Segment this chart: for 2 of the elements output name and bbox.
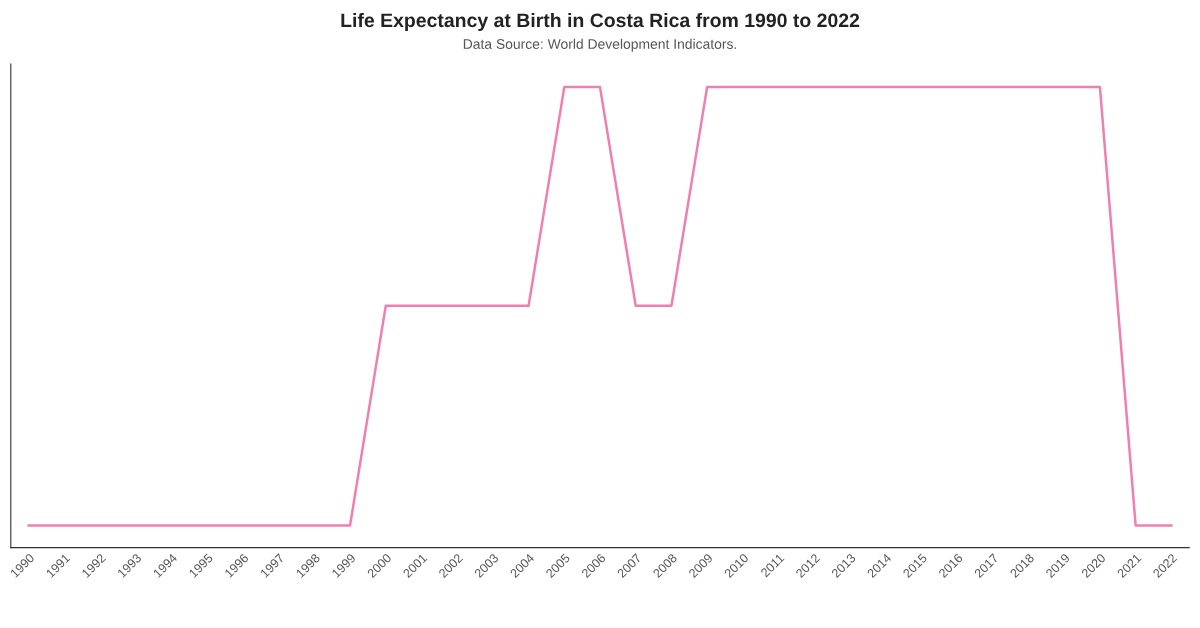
chart-subtitle: Data Source: World Development Indicators. xyxy=(463,38,737,52)
chart-title: Life Expectancy at Birth in Costa Rica from 1990 to 2022 xyxy=(341,12,860,32)
